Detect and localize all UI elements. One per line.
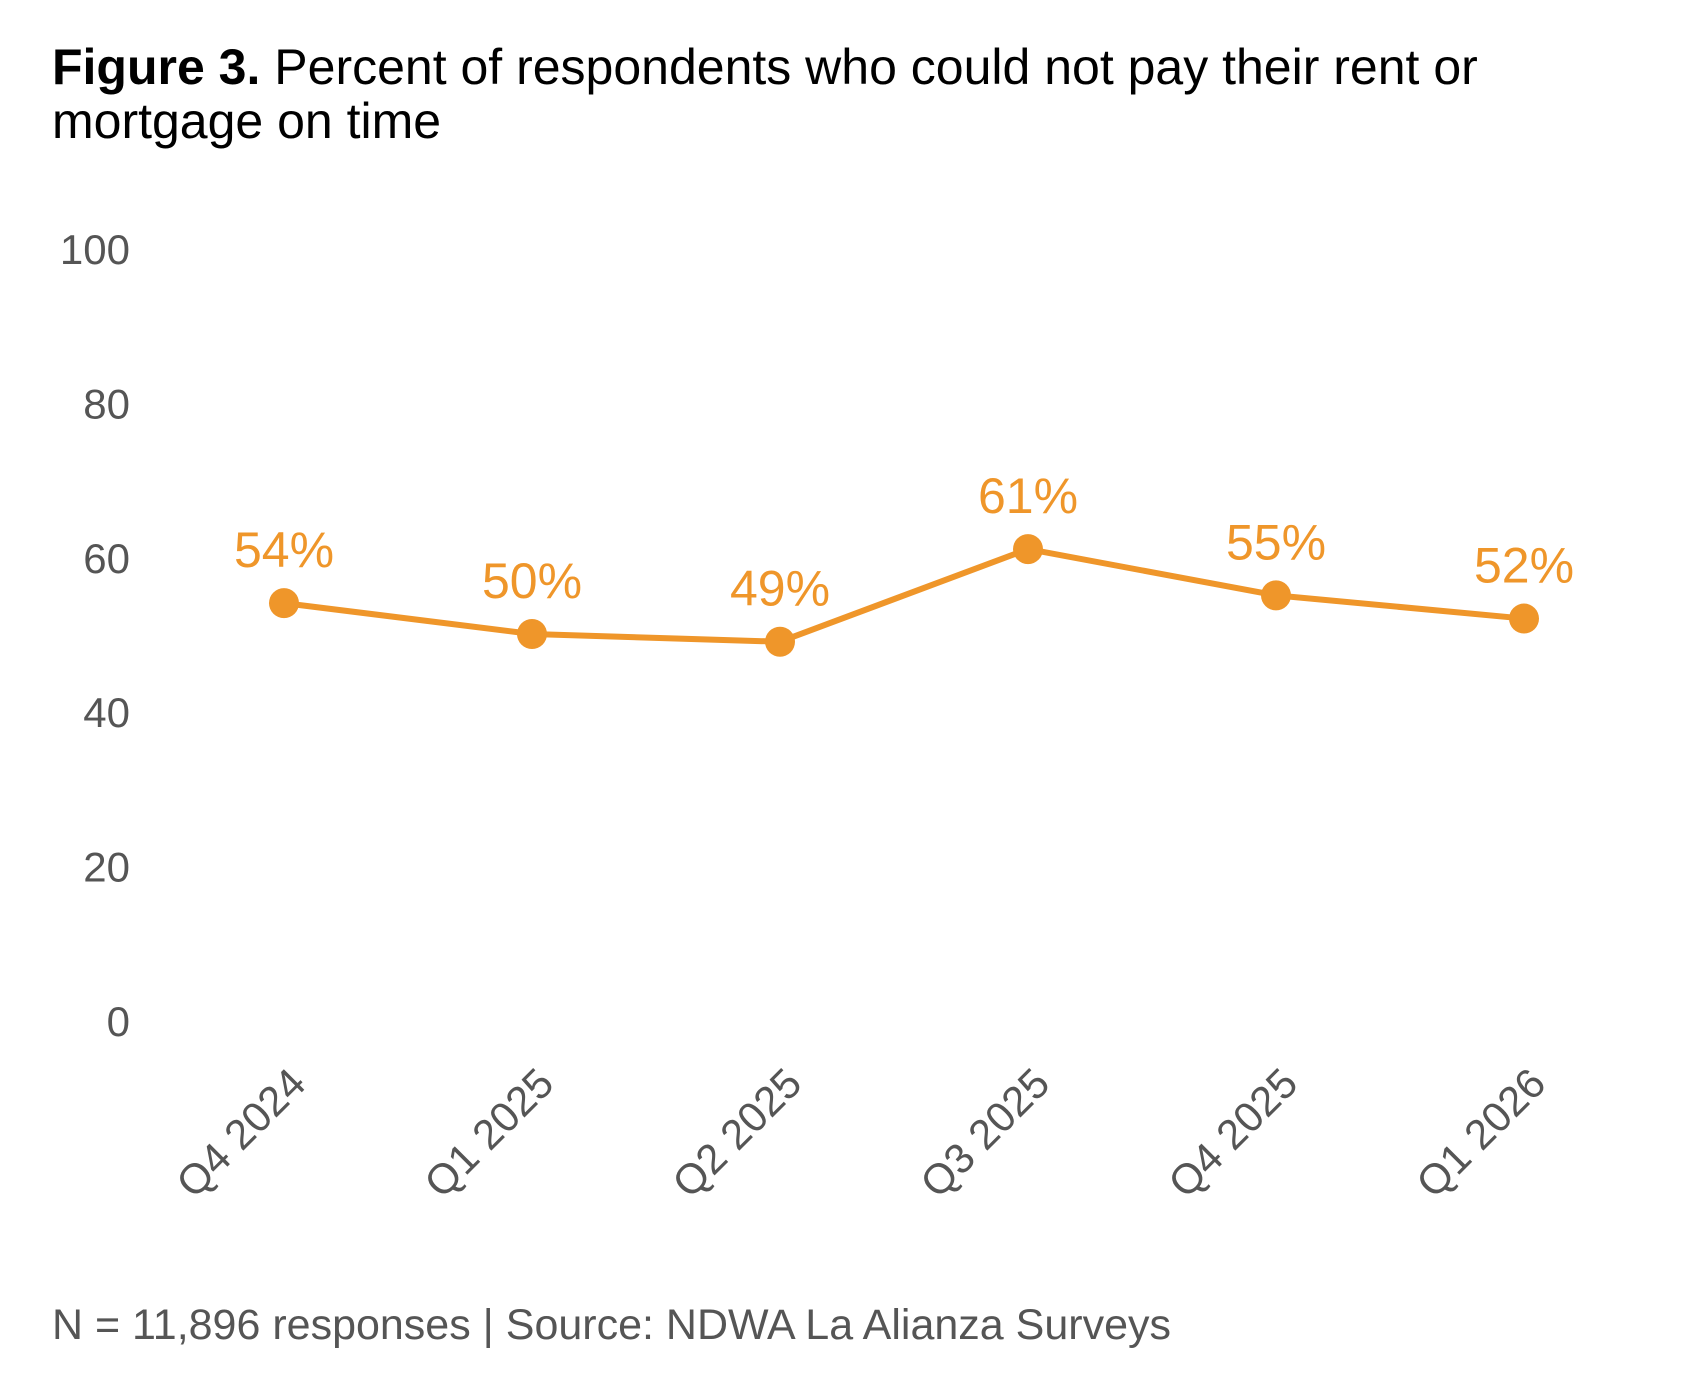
chart-title: Figure 3. Percent of respondents who cou… xyxy=(52,40,1672,148)
x-tick-label: Q2 2025 xyxy=(663,1059,810,1206)
x-tick-label: Q1 2025 xyxy=(415,1059,562,1206)
data-label: 54% xyxy=(234,522,334,578)
y-tick-label: 80 xyxy=(83,380,130,427)
figure-title-text: Percent of respondents who could not pay… xyxy=(52,39,1478,149)
data-label: 61% xyxy=(978,468,1078,524)
y-tick-label: 40 xyxy=(83,689,130,736)
y-tick-label: 100 xyxy=(60,226,130,273)
y-tick-label: 0 xyxy=(107,998,130,1045)
data-label: 50% xyxy=(482,553,582,609)
data-point xyxy=(1261,580,1291,611)
y-tick-label: 60 xyxy=(83,535,130,582)
chart-footer-source: N = 11,896 responses | Source: NDWA La A… xyxy=(52,1301,1171,1349)
data-point xyxy=(1013,534,1043,565)
x-tick-label: Q1 2026 xyxy=(1407,1059,1554,1206)
x-tick-label: Q4 2024 xyxy=(167,1059,314,1206)
x-tick-label: Q4 2025 xyxy=(1159,1059,1306,1206)
x-tick-label: Q3 2025 xyxy=(911,1059,1058,1206)
y-tick-label: 20 xyxy=(83,844,130,891)
data-point xyxy=(269,588,299,619)
figure-label: Figure 3. xyxy=(52,39,261,95)
data-label: 49% xyxy=(730,561,830,617)
series-line xyxy=(281,546,1527,645)
data-label: 55% xyxy=(1226,514,1326,570)
data-point xyxy=(517,619,547,649)
data-label: 52% xyxy=(1474,538,1574,594)
data-point xyxy=(1509,603,1539,634)
data-point xyxy=(765,626,795,657)
